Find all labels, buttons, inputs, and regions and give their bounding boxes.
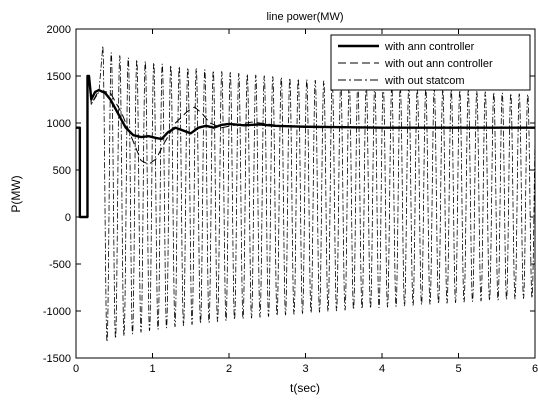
x-tick-label: 5 xyxy=(455,363,461,375)
x-tick-label: 6 xyxy=(532,363,538,375)
x-tick-label: 3 xyxy=(302,363,308,375)
x-tick-label: 0 xyxy=(73,363,79,375)
y-tick-label: 1500 xyxy=(47,71,71,83)
legend-label-no-ann: with out ann controller xyxy=(384,58,493,70)
legend-label-no-statcom: with out statcom xyxy=(384,75,464,87)
x-tick-label: 4 xyxy=(379,363,385,375)
y-tick-label: 500 xyxy=(53,165,71,177)
y-tick-label: 2000 xyxy=(47,24,71,36)
series-line-2 xyxy=(76,45,536,343)
series-lines xyxy=(76,45,536,343)
y-tick-label: -1000 xyxy=(43,306,71,318)
y-tick-label: -500 xyxy=(49,259,71,271)
series-line-1 xyxy=(76,75,535,218)
y-axis-label: P(MW) xyxy=(9,175,23,212)
y-tick-label: 1000 xyxy=(47,118,71,130)
x-tick-label: 1 xyxy=(149,363,155,375)
chart-title: line power(MW) xyxy=(266,11,343,23)
legend-label-ann: with ann controller xyxy=(384,41,475,53)
legend: with ann controller with out ann control… xyxy=(330,34,531,91)
x-tick-label: 2 xyxy=(226,363,232,375)
axis-ticks: 0 1 2 3 4 5 6 -1500 -1000 -500 0 500 1000 1500 2000 xyxy=(43,24,538,375)
y-tick-label: 0 xyxy=(65,212,71,224)
x-axis-label: t(sec) xyxy=(290,381,320,395)
y-tick-label: -1500 xyxy=(43,353,71,365)
